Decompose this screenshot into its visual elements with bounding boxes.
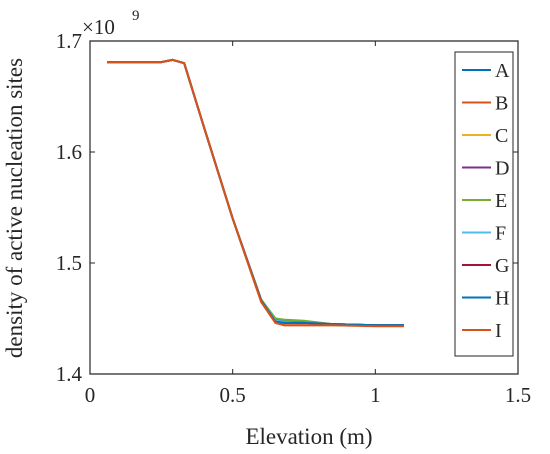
- x-tick-label: 0: [85, 383, 96, 407]
- y-axis-label: density of active nucleation sites: [2, 58, 27, 358]
- legend-item-e: E: [462, 190, 507, 212]
- y-tick-label: 1.6: [56, 140, 82, 164]
- series-line-i: [107, 58, 404, 328]
- legend-item-f: F: [462, 223, 506, 245]
- legend-label: A: [495, 60, 510, 82]
- x-axis-label: Elevation (m): [245, 424, 372, 449]
- plot-area: [90, 41, 518, 374]
- x-tick-label: 1: [370, 383, 381, 407]
- y-tick-label: 1.4: [56, 362, 83, 386]
- exponent-base: ×10: [82, 15, 115, 39]
- legend-label: G: [495, 255, 509, 277]
- legend-label: D: [495, 158, 509, 180]
- exponent-power: 9: [132, 8, 140, 24]
- legend-label: C: [495, 125, 508, 147]
- legend-item-c: C: [462, 125, 508, 147]
- y-tick-label: 1.5: [56, 251, 82, 275]
- legend-label: F: [495, 223, 506, 245]
- legend-label: H: [495, 288, 509, 310]
- legend-item-a: A: [462, 60, 510, 82]
- legend-label: E: [495, 190, 507, 212]
- legend-label: I: [495, 320, 502, 342]
- x-tick-label: 1.5: [505, 383, 531, 407]
- x-tick-label: 0.5: [220, 383, 246, 407]
- x-axis-ticks: 0 0.5 1 1.5: [85, 41, 531, 407]
- y-exponent-label: ×10 9: [82, 8, 140, 39]
- legend-item-g: G: [462, 255, 509, 277]
- legend-item-b: B: [462, 93, 508, 115]
- legend-label: B: [495, 93, 508, 115]
- legend-item-d: D: [462, 158, 509, 180]
- y-tick-label: 1.7: [56, 29, 82, 53]
- y-axis-ticks: 1.4 1.5 1.6 1.7: [56, 29, 518, 386]
- series-lines: [107, 58, 404, 328]
- legend-item-i: I: [462, 320, 502, 342]
- legend-item-h: H: [462, 288, 509, 310]
